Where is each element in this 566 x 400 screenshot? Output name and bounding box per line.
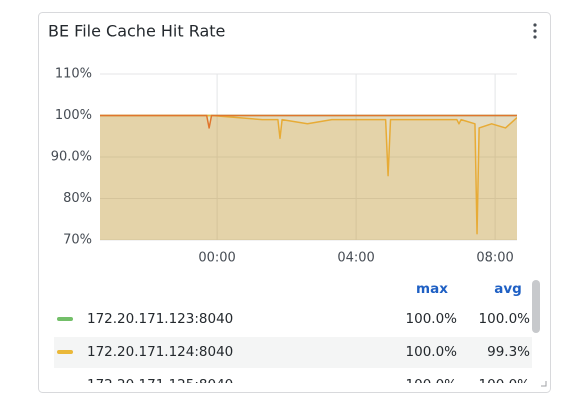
- legend: 172.20.171.123:8040 100.0% 100.0% 172.20.17…: [54, 311, 532, 393]
- resize-handle[interactable]: [541, 381, 547, 387]
- legend-stat: 100.0%: [406, 344, 458, 360]
- x-tick-label: 04:00: [337, 251, 374, 266]
- chart-title: BE File Cache Hit Rate: [48, 22, 225, 41]
- scrollbar[interactable]: [532, 280, 540, 333]
- series-line: [100, 114, 517, 129]
- legend-column-header[interactable]: max: [416, 281, 448, 297]
- x-tick-label: 08:00: [476, 251, 513, 266]
- legend-label[interactable]: 172.20.171.124:8040: [87, 344, 233, 360]
- y-tick-label: 110%: [55, 67, 92, 82]
- legend-stat: 100.0%: [479, 311, 531, 327]
- legend-column-header[interactable]: avg: [494, 281, 522, 297]
- legend-label[interactable]: 172.20.171.123:8040: [87, 311, 233, 327]
- legend-stat: 100.0%: [479, 377, 531, 393]
- y-tick-label: 70%: [63, 233, 92, 248]
- series-line: [100, 114, 517, 235]
- legend-stat: 99.3%: [487, 344, 530, 360]
- legend-stat: 100.0%: [406, 311, 458, 327]
- series-area: [100, 115, 517, 240]
- y-tick-label: 100%: [55, 108, 92, 123]
- x-tick-label: 00:00: [198, 251, 235, 266]
- legend-swatch: [57, 317, 73, 321]
- axes: 70% 80% 90.0% 100% 110% 00:00 04:00 08:00: [51, 67, 514, 266]
- legend-stat: 100.0%: [406, 377, 458, 393]
- series-area: [100, 115, 517, 240]
- y-tick-label: 80%: [63, 191, 92, 206]
- series-area: [100, 115, 517, 240]
- legend-swatch: [57, 350, 73, 354]
- legend-row-highlight: [54, 337, 532, 368]
- legend-label[interactable]: 172.20.171.125:8040: [87, 377, 233, 393]
- panel-menu[interactable]: [533, 23, 537, 39]
- panel-frame: [38, 12, 551, 393]
- plot-area: [100, 114, 517, 240]
- y-tick-label: 90.0%: [51, 150, 92, 165]
